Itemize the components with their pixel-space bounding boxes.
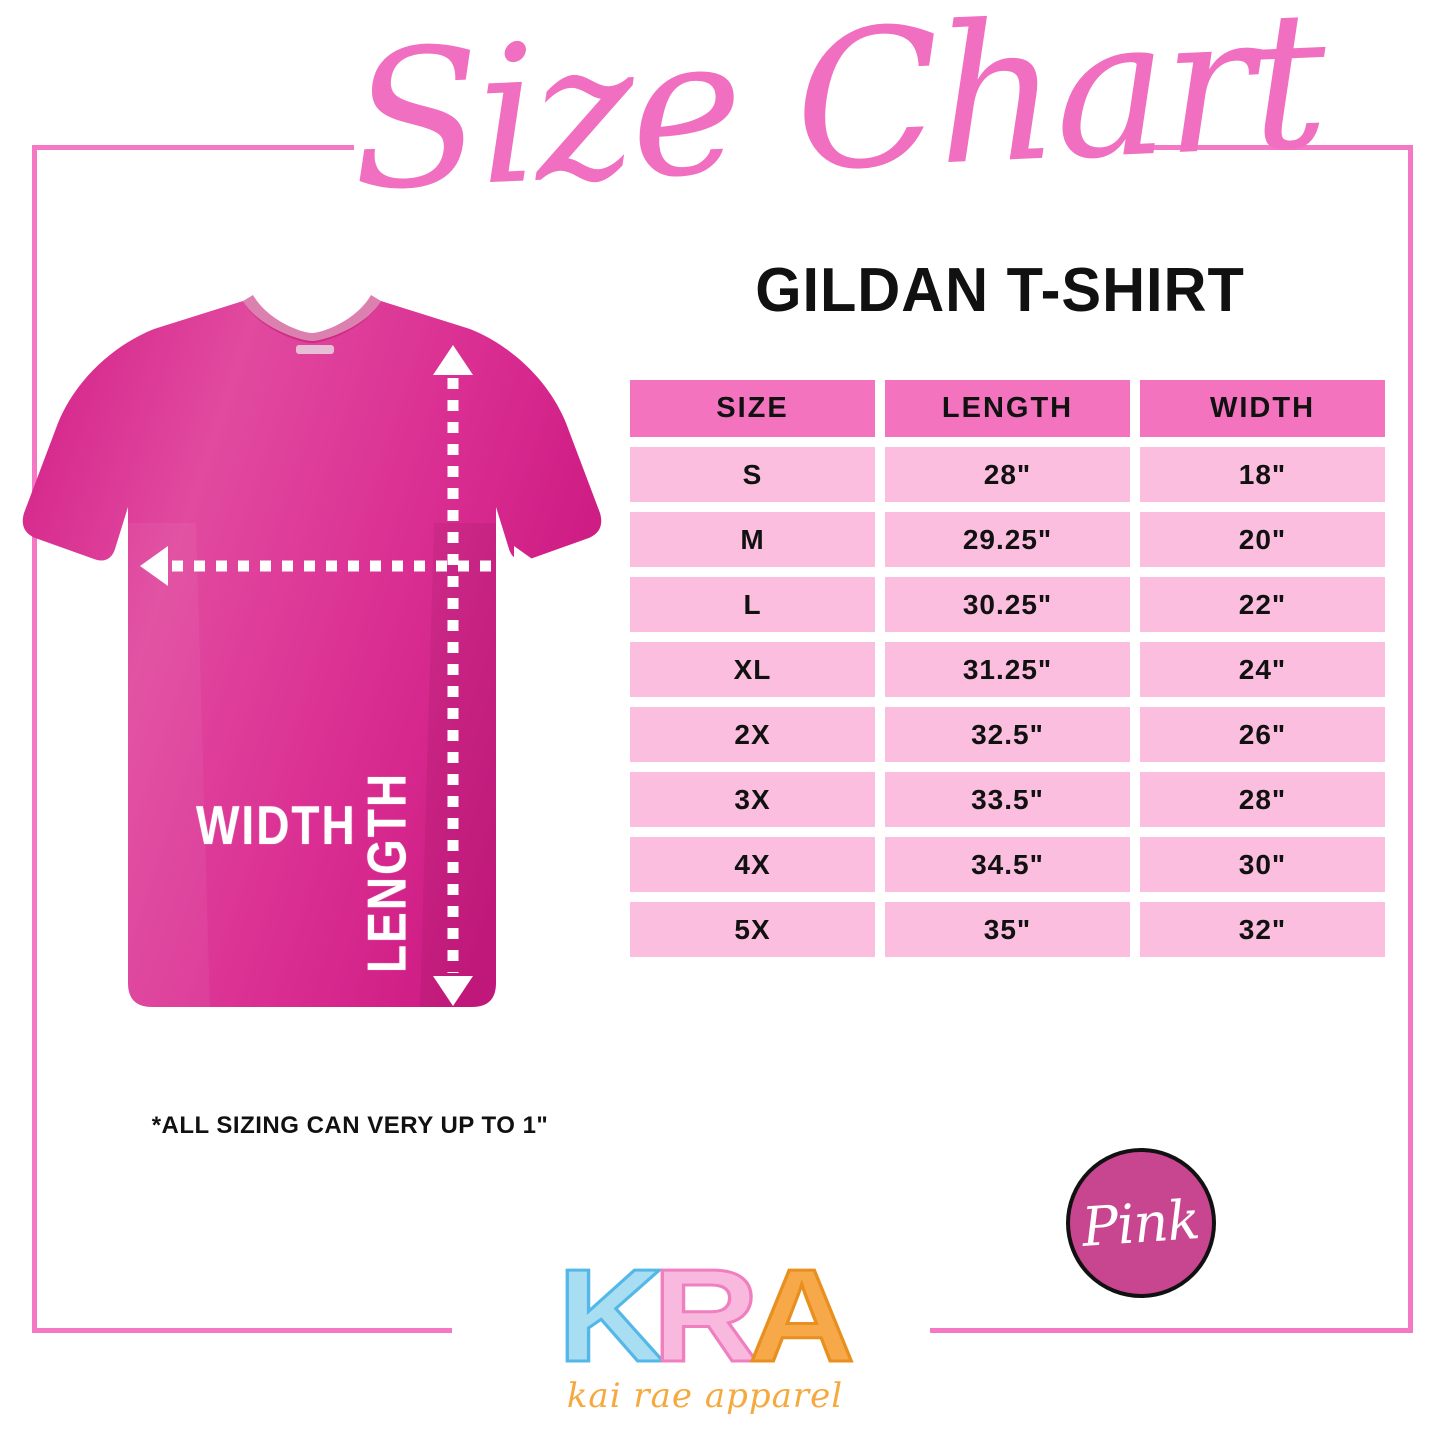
table-row: XL 31.25" 24" bbox=[630, 642, 1386, 697]
table-row: 4X 34.5" 30" bbox=[630, 837, 1386, 892]
color-badge-label: Pink bbox=[1080, 1187, 1202, 1259]
column-header-size: SIZE bbox=[630, 380, 875, 437]
logo-letter-a: A bbox=[746, 1242, 856, 1389]
cell-width: 26" bbox=[1140, 707, 1385, 762]
logo-tagline: kai rae apparel bbox=[566, 1376, 844, 1416]
cell-size: 5X bbox=[630, 902, 875, 957]
cell-width: 20" bbox=[1140, 512, 1385, 567]
brand-logo: K R A kai rae apparel bbox=[470, 1242, 940, 1442]
shirt-width-label: WIDTH bbox=[196, 794, 357, 856]
cell-width: 22" bbox=[1140, 577, 1385, 632]
cell-size: M bbox=[630, 512, 875, 567]
cell-width: 18" bbox=[1140, 447, 1385, 502]
cell-size: XL bbox=[630, 642, 875, 697]
frame-border-bottom-left bbox=[32, 1328, 452, 1333]
logo-letter-r: R bbox=[651, 1242, 761, 1389]
frame-border-top-right bbox=[1150, 145, 1413, 150]
frame-border-bottom-right bbox=[930, 1328, 1413, 1333]
cell-length: 28" bbox=[885, 447, 1130, 502]
cell-width: 32" bbox=[1140, 902, 1385, 957]
cell-width: 28" bbox=[1140, 772, 1385, 827]
color-badge: Pink bbox=[1066, 1148, 1216, 1298]
cell-length: 35" bbox=[885, 902, 1130, 957]
shirt-length-label: LENGTH bbox=[356, 771, 418, 973]
cell-length: 30.25" bbox=[885, 577, 1130, 632]
cell-width: 30" bbox=[1140, 837, 1385, 892]
frame-border-right bbox=[1408, 145, 1413, 1333]
size-table: SIZE LENGTH WIDTH S 28" 18" M 29.25" 20"… bbox=[630, 380, 1386, 957]
table-row: 3X 33.5" 28" bbox=[630, 772, 1386, 827]
cell-size: 4X bbox=[630, 837, 875, 892]
table-row: L 30.25" 22" bbox=[630, 577, 1386, 632]
frame-border-top-left bbox=[32, 145, 354, 150]
cell-size: L bbox=[630, 577, 875, 632]
table-row: 2X 32.5" 26" bbox=[630, 707, 1386, 762]
sizing-disclaimer: *ALL SIZING CAN VERY UP TO 1" bbox=[151, 1112, 549, 1139]
table-row: 5X 35" 32" bbox=[630, 902, 1386, 957]
cell-length: 31.25" bbox=[885, 642, 1130, 697]
cell-length: 34.5" bbox=[885, 837, 1130, 892]
cell-length: 33.5" bbox=[885, 772, 1130, 827]
cell-length: 32.5" bbox=[885, 707, 1130, 762]
page-title: Size Chart bbox=[346, 0, 1328, 233]
cell-size: 2X bbox=[630, 707, 875, 762]
column-header-length: LENGTH bbox=[885, 380, 1130, 437]
logo-letter-k: K bbox=[556, 1242, 666, 1389]
tshirt-illustration: WIDTH LENGTH bbox=[0, 283, 620, 1083]
table-row: M 29.25" 20" bbox=[630, 512, 1386, 567]
table-row: S 28" 18" bbox=[630, 447, 1386, 502]
cell-length: 29.25" bbox=[885, 512, 1130, 567]
cell-size: S bbox=[630, 447, 875, 502]
table-header-row: SIZE LENGTH WIDTH bbox=[630, 380, 1386, 437]
page-subtitle: GILDAN T-SHIRT bbox=[755, 256, 1245, 325]
logo-letters: K R A bbox=[470, 1242, 940, 1389]
frame-border-left bbox=[32, 145, 37, 1333]
cell-width: 24" bbox=[1140, 642, 1385, 697]
cell-size: 3X bbox=[630, 772, 875, 827]
column-header-width: WIDTH bbox=[1140, 380, 1385, 437]
